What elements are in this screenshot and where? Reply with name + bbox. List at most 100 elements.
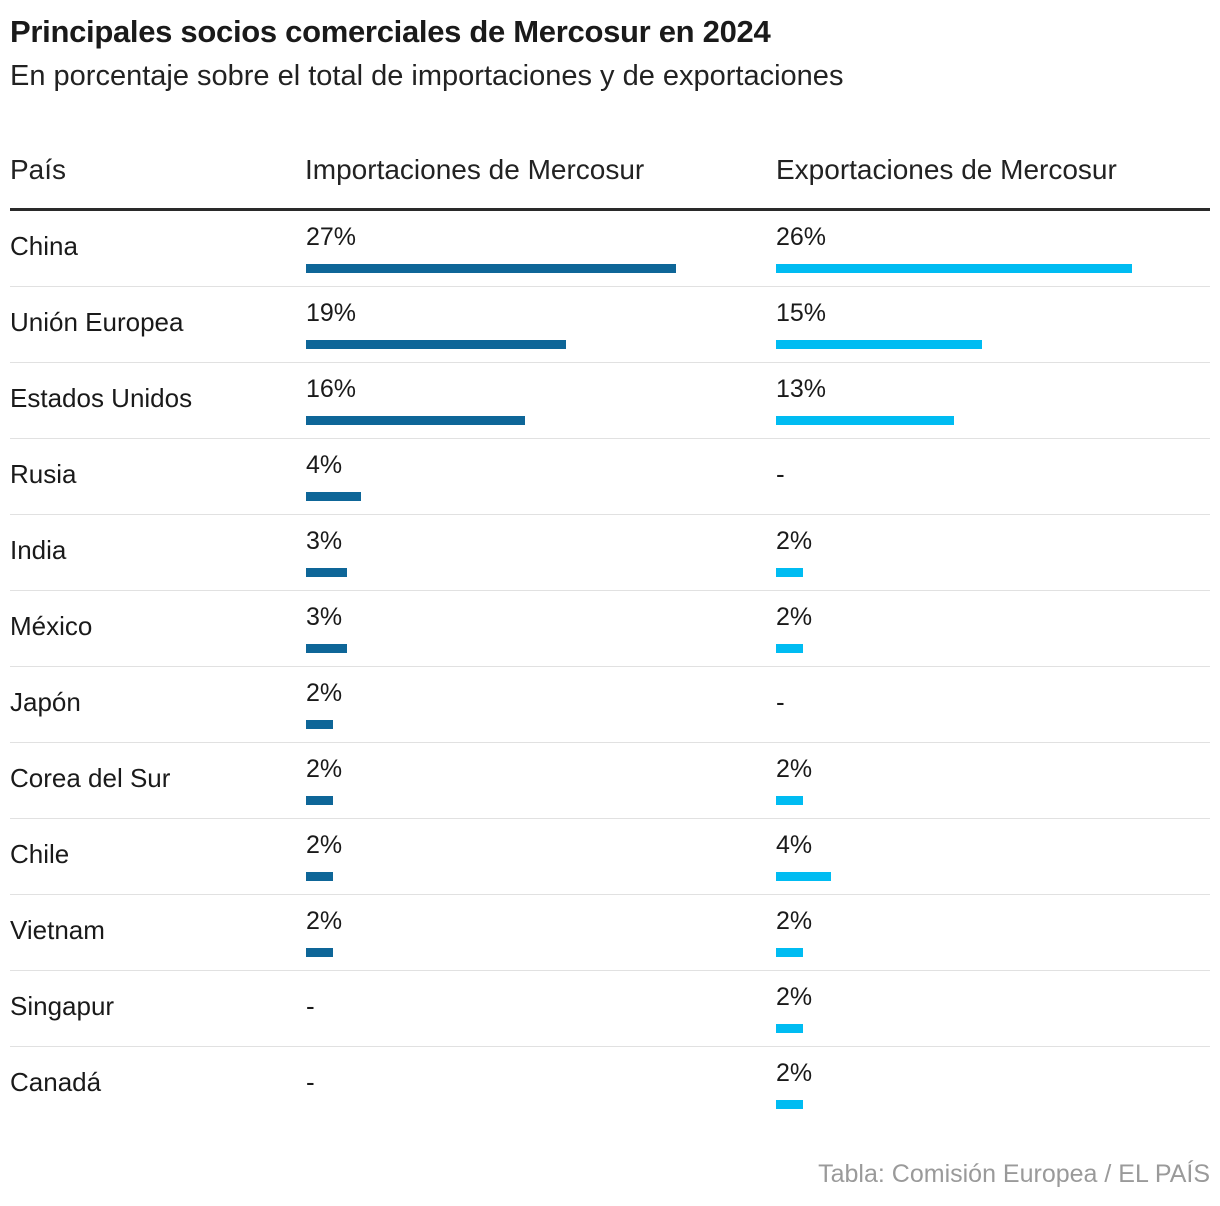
imports-cell: 2%	[306, 743, 726, 819]
row-divider	[10, 970, 1210, 971]
country-label-estados-unidos: Estados Unidos	[10, 383, 193, 413]
imports-value-japon: 2%	[306, 679, 343, 707]
header-divider	[10, 208, 1210, 211]
table-row: Japón 2% -	[10, 667, 1210, 743]
country-label-canada: Canadá	[10, 1067, 102, 1097]
imports-cell: -	[306, 1047, 726, 1123]
exports-bar-china	[776, 264, 1132, 273]
imports-value-union-europea: 19%	[306, 299, 357, 327]
row-divider	[10, 286, 1210, 287]
exports-bar-corea-del-sur	[776, 796, 803, 805]
table-row: Canadá - 2%	[10, 1047, 1210, 1123]
exports-cell: 2%	[776, 743, 1196, 819]
exports-cell: 2%	[776, 591, 1196, 667]
row-divider	[10, 1046, 1210, 1047]
exports-bar-singapur	[776, 1024, 803, 1033]
table-row: India 3% 2%	[10, 515, 1210, 591]
imports-value-chile: 2%	[306, 831, 343, 859]
exports-bar-mexico	[776, 644, 803, 653]
imports-bar-china	[306, 264, 676, 273]
imports-value-estados-unidos: 16%	[306, 375, 357, 403]
table-row: Unión Europea 19% 15%	[10, 287, 1210, 363]
exports-cell: 2%	[776, 515, 1196, 591]
imports-bar-mexico	[306, 644, 347, 653]
imports-bar-estados-unidos	[306, 416, 525, 425]
imports-bar-japon	[306, 720, 333, 729]
country-label-singapur: Singapur	[10, 991, 115, 1021]
chart-title: Principales socios comerciales de Mercos…	[10, 14, 771, 49]
country-label-china: China	[10, 231, 78, 261]
imports-bar-union-europea	[306, 340, 566, 349]
row-divider	[10, 818, 1210, 819]
exports-bar-vietnam	[776, 948, 803, 957]
imports-cell: -	[306, 971, 726, 1047]
table-row: Rusia 4% -	[10, 439, 1210, 515]
table-row: Singapur - 2%	[10, 971, 1210, 1047]
imports-bar-india	[306, 568, 347, 577]
country-label-mexico: México	[10, 611, 93, 641]
exports-cell: 26%	[776, 211, 1196, 287]
exports-value-china: 26%	[776, 223, 827, 251]
exports-bar-estados-unidos	[776, 416, 954, 425]
exports-bar-india	[776, 568, 803, 577]
imports-bar-chile	[306, 872, 333, 881]
country-label-india: India	[10, 535, 67, 565]
country-label-corea-del-sur: Corea del Sur	[10, 763, 171, 793]
exports-cell: 15%	[776, 287, 1196, 363]
table-row: Vietnam 2% 2%	[10, 895, 1210, 971]
imports-cell: 3%	[306, 515, 726, 591]
column-header-country: País	[10, 154, 67, 185]
imports-missing-canada: -	[306, 1067, 315, 1097]
exports-bar-union-europea	[776, 340, 982, 349]
column-header-exports: Exportaciones de Mercosur	[776, 154, 1117, 185]
exports-missing-rusia: -	[776, 459, 785, 489]
imports-value-india: 3%	[306, 527, 343, 555]
table-row: México 3% 2%	[10, 591, 1210, 667]
exports-value-chile: 4%	[776, 831, 813, 859]
imports-cell: 2%	[306, 819, 726, 895]
exports-value-vietnam: 2%	[776, 907, 813, 935]
table-row: Corea del Sur 2% 2%	[10, 743, 1210, 819]
table-row: Estados Unidos 16% 13%	[10, 363, 1210, 439]
exports-bar-canada	[776, 1100, 803, 1109]
exports-value-canada: 2%	[776, 1059, 813, 1087]
imports-bar-vietnam	[306, 948, 333, 957]
row-divider	[10, 590, 1210, 591]
imports-cell: 4%	[306, 439, 726, 515]
exports-value-union-europea: 15%	[776, 299, 827, 327]
imports-cell: 27%	[306, 211, 726, 287]
imports-value-mexico: 3%	[306, 603, 343, 631]
chart-subtitle: En porcentaje sobre el total de importac…	[10, 60, 844, 92]
row-divider	[10, 362, 1210, 363]
imports-value-vietnam: 2%	[306, 907, 343, 935]
exports-cell: 2%	[776, 971, 1196, 1047]
imports-cell: 16%	[306, 363, 726, 439]
table-row: China 27% 26%	[10, 211, 1210, 287]
imports-value-corea-del-sur: 2%	[306, 755, 343, 783]
row-divider	[10, 666, 1210, 667]
imports-cell: 2%	[306, 667, 726, 743]
column-header-imports: Importaciones de Mercosur	[305, 154, 645, 185]
row-divider	[10, 514, 1210, 515]
imports-bar-rusia	[306, 492, 361, 501]
imports-value-china: 27%	[306, 223, 357, 251]
exports-cell: -	[776, 667, 1196, 743]
exports-bar-chile	[776, 872, 831, 881]
exports-value-mexico: 2%	[776, 603, 813, 631]
exports-value-india: 2%	[776, 527, 813, 555]
imports-missing-singapur: -	[306, 991, 315, 1021]
exports-missing-japon: -	[776, 687, 785, 717]
exports-value-singapur: 2%	[776, 983, 813, 1011]
country-label-japon: Japón	[10, 687, 81, 717]
country-label-chile: Chile	[10, 839, 70, 869]
row-divider	[10, 894, 1210, 895]
imports-cell: 3%	[306, 591, 726, 667]
exports-value-estados-unidos: 13%	[776, 375, 827, 403]
source-credit: Tabla: Comisión Europea / EL PAÍS	[818, 1160, 1210, 1188]
exports-cell: -	[776, 439, 1196, 515]
imports-cell: 2%	[306, 895, 726, 971]
row-divider	[10, 742, 1210, 743]
exports-cell: 13%	[776, 363, 1196, 439]
exports-cell: 2%	[776, 1047, 1196, 1123]
country-label-rusia: Rusia	[10, 459, 77, 489]
